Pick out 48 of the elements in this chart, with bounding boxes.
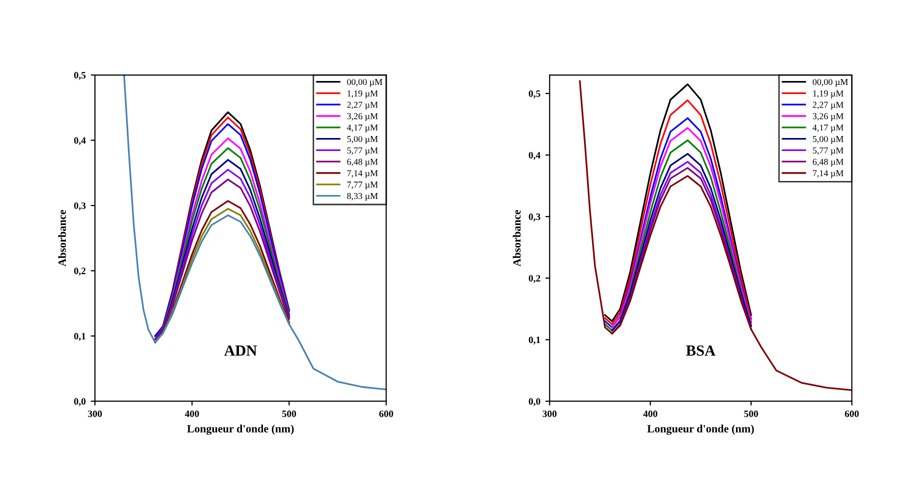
y-tick-label: 0,0 — [74, 398, 86, 406]
x-tick-label: 600 — [379, 410, 394, 418]
legend-label: 00,00 µM — [347, 78, 382, 87]
legend-label: 8,33 µM — [347, 192, 378, 201]
legend-label: 5,77 µM — [812, 147, 844, 156]
x-tick-label: 400 — [184, 410, 199, 418]
y-tick-label: 0,0 — [528, 398, 540, 406]
legend-label: 5,00 µM — [347, 136, 378, 144]
y-axis-title: Absorbance — [58, 210, 66, 266]
legend-label: 6,48 µM — [812, 158, 844, 167]
legend-label: 7,14 µM — [347, 170, 378, 178]
y-tick-label: 0,1 — [528, 336, 540, 345]
legend-label: 5,77 µM — [347, 147, 378, 156]
x-tick-label: 500 — [744, 410, 758, 418]
y-tick-label: 0,5 — [74, 72, 86, 80]
legend-label: 5,00 µM — [812, 136, 844, 144]
legend-label: 3,26 µM — [812, 113, 844, 122]
x-tick-label: 300 — [88, 410, 102, 418]
y-tick-label: 0,2 — [74, 268, 86, 276]
x-axis-title: Longueur d'onde (nm) — [187, 424, 294, 435]
legend-label: 4,17 µM — [812, 124, 844, 132]
y-tick-label: 0,4 — [74, 137, 86, 146]
annotation: ADN — [224, 345, 257, 356]
line-series — [579, 80, 852, 391]
annotation: BSA — [686, 345, 716, 356]
y-tick-label: 0,1 — [74, 332, 86, 341]
y-tick-label: 0,2 — [528, 275, 540, 284]
x-tick-label: 300 — [542, 410, 557, 418]
legend-label: 1,19 µM — [348, 90, 378, 98]
legend-label: 7,14 µM — [813, 170, 844, 178]
x-tick-label: 500 — [282, 410, 296, 418]
legend-label: 6,48 µM — [347, 158, 378, 167]
y-tick-label: 0,3 — [74, 202, 86, 210]
line-series — [123, 75, 386, 390]
legend-label: 00,00 µM — [812, 78, 848, 87]
legend-label: 1,19 µM — [813, 90, 844, 98]
x-axis-title: Longueur d'onde (nm) — [647, 424, 754, 435]
legend-label: 2,27 µM — [347, 102, 378, 110]
x-tick-label: 400 — [643, 410, 658, 418]
y-tick-label: 0,3 — [528, 213, 540, 222]
legend-label: 3,26 µM — [347, 113, 378, 122]
y-tick-label: 0,4 — [528, 152, 540, 160]
y-axis-title: Absorbance — [512, 210, 521, 266]
legend-label: 7,77 µM — [347, 182, 378, 190]
legend-label: 4,17 µM — [346, 124, 378, 132]
x-tick-label: 600 — [844, 410, 859, 418]
y-tick-label: 0,5 — [528, 90, 540, 98]
legend-label: 2,27 µM — [812, 102, 844, 110]
